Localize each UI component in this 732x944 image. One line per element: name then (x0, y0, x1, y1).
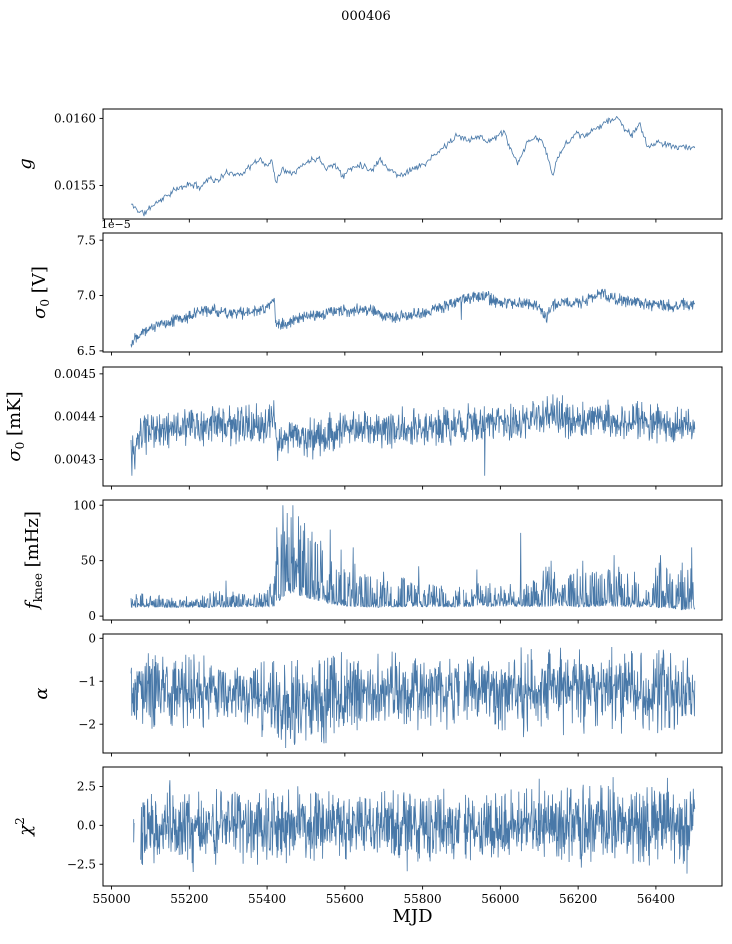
x-tick-label: 55400 (248, 892, 286, 906)
y-axis-title-fknee: fknee [mHz] (22, 511, 45, 611)
y-tick-label: −2 (78, 717, 96, 731)
y-axis-sigma0-mK: 0.0045 0.0044 0.0043 (54, 367, 103, 467)
x-axis-fknee (111, 620, 657, 624)
y-axis-title-chi2: χ2 (13, 817, 36, 838)
x-axis-sigma0-mK (111, 486, 657, 490)
x-tick-label: 55800 (404, 892, 442, 906)
x-tick-label: 55200 (170, 892, 208, 906)
y-axis-chi2: 2.5 0.0 −2.5 (67, 780, 103, 871)
series-line-chi2 (133, 777, 696, 874)
x-tick-label: 55000 (92, 892, 130, 906)
figure-title: 000406 (341, 9, 391, 24)
x-axis-sigma0-V (111, 352, 657, 356)
axes-spines-fknee (102, 499, 723, 621)
axes-spines-sigma0-V (102, 232, 723, 353)
axes-spines-chi2 (102, 766, 723, 887)
y-tick-label: 7.0 (77, 289, 96, 303)
y-axis-g: 0.0160 0.0155 (54, 111, 103, 193)
y-tick-label: 50 (81, 554, 96, 568)
series-line-g (130, 115, 696, 217)
y-tick-label: 2.5 (77, 780, 96, 794)
y-axis-fknee: 100 50 0 (73, 498, 103, 623)
y-axis-title-sigma0-mK: σ0 [mK] (4, 391, 27, 461)
y-axis-title-sigma0-V: σ0 [V] (29, 266, 52, 319)
y-tick-label: −2.5 (67, 857, 96, 871)
series-line-sigma0-mK (130, 394, 696, 476)
y-tick-label: 7.5 (77, 233, 96, 247)
y-tick-label: 0 (88, 631, 96, 645)
series-line-alpha (130, 646, 696, 749)
x-axis-g (111, 219, 657, 223)
series-line-fknee (130, 505, 696, 611)
y-tick-label: 0.0044 (54, 410, 96, 424)
axis-offset-text: 1e−5 (101, 218, 131, 231)
y-tick-label: 0.0043 (54, 453, 96, 467)
y-axis-title-part: [V] (29, 266, 50, 299)
y-tick-label: 0.0160 (54, 111, 96, 125)
x-tick-label: 56200 (559, 892, 597, 906)
y-axis-title-part: knee (31, 573, 45, 602)
y-axis-title-part: χ (15, 824, 36, 838)
y-axis-alpha: 0 −1 −2 (78, 631, 103, 731)
axes-spines-g (102, 108, 723, 220)
subplot-sigma0-mK: 0.0045 0.0044 0.0043 σ0 [mK] (4, 366, 723, 490)
y-tick-label: 0.0045 (54, 367, 96, 381)
y-axis-title-part: [mK] (4, 391, 25, 441)
x-axis-alpha (111, 753, 657, 757)
y-axis-title-part: 0 (38, 299, 52, 307)
x-tick-label: 56000 (481, 892, 519, 906)
x-tick-label: 55600 (326, 892, 364, 906)
y-tick-label: 6.5 (77, 344, 96, 358)
axes-spines-alpha (102, 633, 723, 754)
y-axis-title-part: σ (4, 449, 25, 462)
x-axis-chi2: 55000 55200 55400 55600 55800 56000 56200 56400 (92, 886, 675, 906)
y-axis-title-part: 2 (13, 817, 27, 825)
x-axis-label: MJD (392, 906, 433, 927)
y-axis-title-g: g (15, 158, 36, 170)
y-tick-label: 100 (73, 498, 96, 512)
subplot-g: 0.0160 0.0155 g (15, 108, 723, 223)
y-tick-label: 0 (88, 609, 96, 623)
axes-spines-sigma0-mK (102, 366, 723, 487)
y-tick-label: −1 (78, 674, 96, 688)
y-axis-title-part: g (15, 158, 36, 170)
y-axis-title-part: [mHz] (22, 511, 43, 573)
y-tick-label: 0.0 (77, 818, 96, 832)
subplot-fknee: 100 50 0 fknee [mHz] (22, 498, 723, 624)
y-axis-title-alpha: α (31, 687, 52, 699)
subplot-alpha: 0 −1 −2 α (31, 631, 723, 757)
subplot-sigma0-V: 7.5 7.0 6.5 1e−5 σ0 [V] (29, 218, 723, 358)
y-axis-title-part: α (31, 687, 52, 699)
series-line-sigma0-V (130, 288, 696, 349)
x-tick-label: 56400 (637, 892, 675, 906)
subplot-chi2: 2.5 0.0 −2.5 55000 55200 55400 55600 55800 56000… (13, 766, 723, 906)
y-axis-sigma0-V: 7.5 7.0 6.5 (77, 233, 103, 358)
y-tick-label: 0.0155 (54, 179, 96, 193)
y-axis-title-part: 0 (13, 442, 27, 450)
y-axis-title-part: σ (29, 306, 50, 319)
